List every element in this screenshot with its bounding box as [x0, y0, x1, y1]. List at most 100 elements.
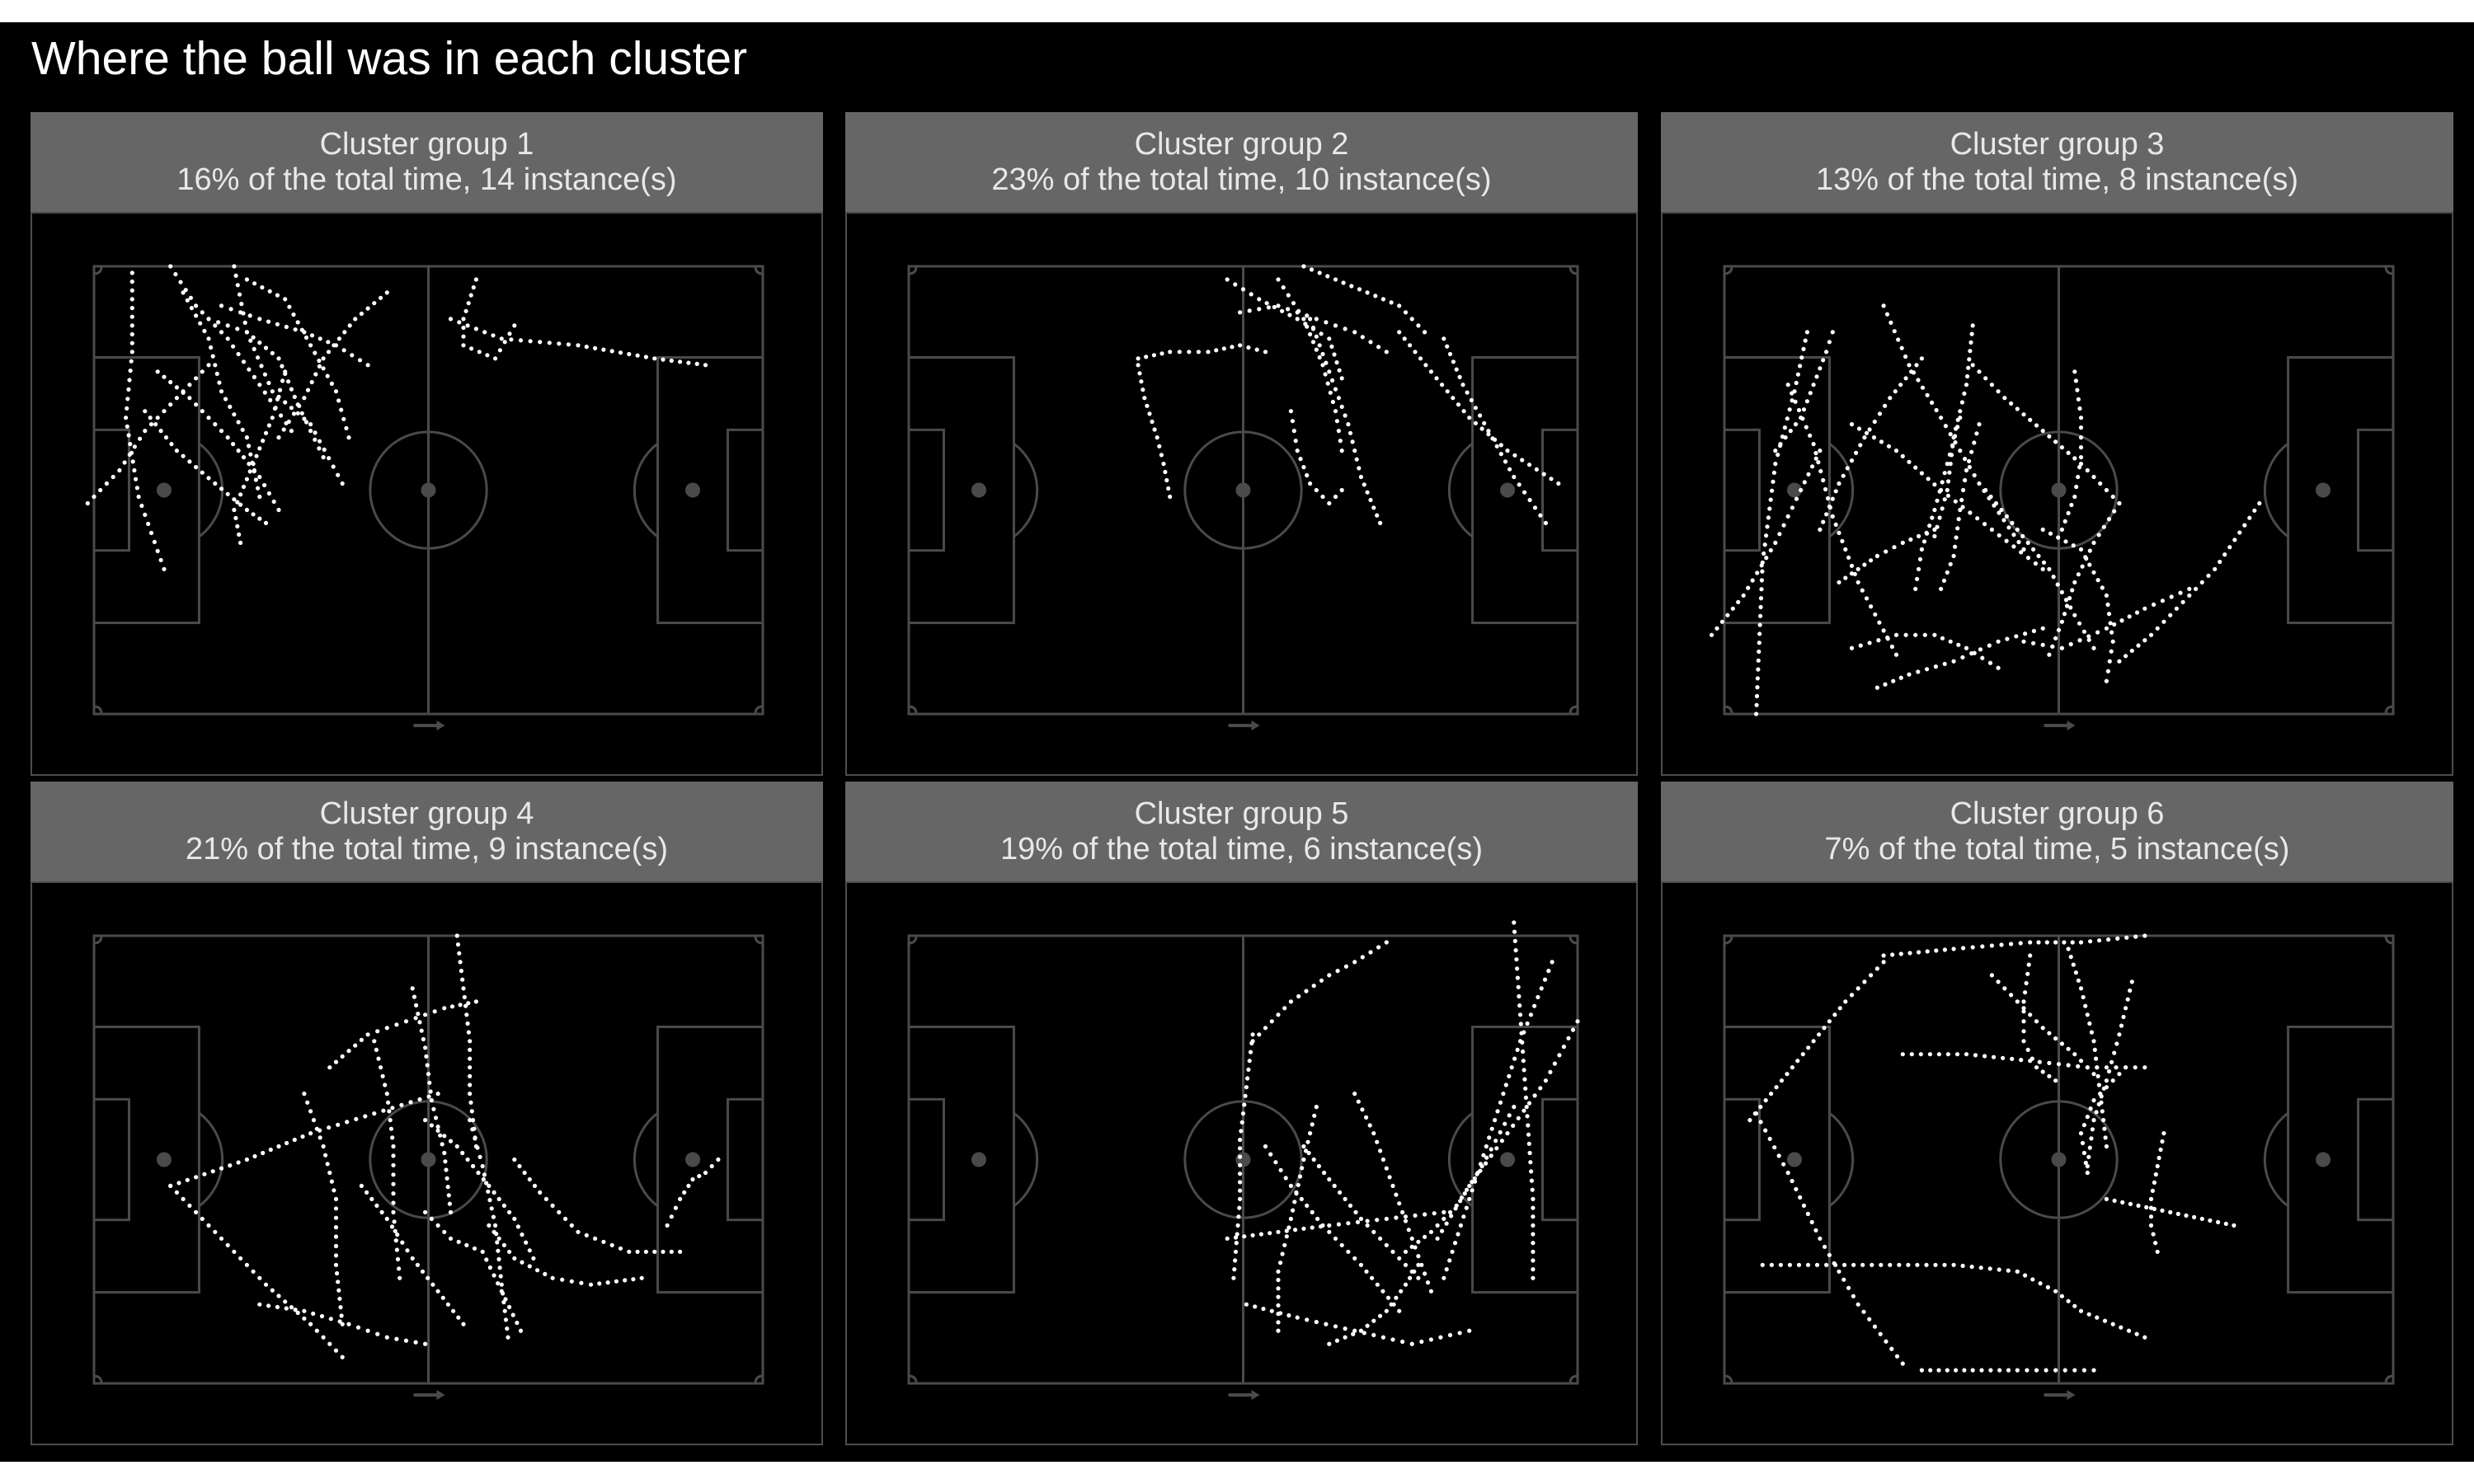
- ball-point: [1531, 1267, 1536, 1272]
- ball-point: [1804, 425, 1808, 430]
- ball-point: [2066, 946, 2071, 951]
- ball-point: [341, 348, 346, 353]
- ball-point: [280, 364, 285, 369]
- ball-point: [1916, 669, 1921, 674]
- ball-point: [1804, 330, 1809, 335]
- ball-point: [2071, 962, 2076, 967]
- ball-point: [321, 1335, 326, 1340]
- ball-point: [1375, 1218, 1380, 1223]
- ball-point: [1371, 1229, 1376, 1234]
- ball-path: [2104, 1196, 2236, 1228]
- ball-point: [1811, 383, 1816, 387]
- ball-point: [1964, 383, 1969, 387]
- ball-point: [268, 397, 273, 402]
- ball-point: [335, 1270, 340, 1276]
- ball-point: [2076, 978, 2081, 983]
- ball-point: [283, 400, 288, 405]
- ball-point: [1977, 481, 1982, 486]
- ball-point: [1333, 1324, 1338, 1329]
- ball-point: [266, 380, 271, 386]
- ball-point: [2129, 979, 2134, 984]
- ball-point: [387, 1109, 392, 1114]
- ball-point: [703, 1170, 708, 1176]
- ball-point: [427, 1080, 432, 1085]
- ball-point: [2106, 517, 2112, 522]
- pitch-chart-1: [85, 264, 764, 730]
- ball-point: [2153, 1172, 2158, 1177]
- ball-point: [2144, 1205, 2149, 1209]
- ball-point: [2053, 1078, 2058, 1083]
- ball-point: [1458, 1223, 1463, 1228]
- ball-point: [1824, 1262, 1829, 1267]
- ball-point: [1805, 1262, 1811, 1267]
- ball-point: [1348, 1203, 1353, 1208]
- ball-point: [1769, 1262, 1774, 1267]
- ball-path: [85, 363, 211, 506]
- ball-point: [1757, 649, 1761, 655]
- ball-point: [512, 1157, 517, 1162]
- ball-point: [2014, 634, 2019, 639]
- ball-point: [1526, 1132, 1531, 1137]
- ball-point: [276, 435, 281, 440]
- ball-point: [1399, 1289, 1404, 1294]
- ball-point: [652, 1249, 657, 1254]
- ball-point: [609, 1242, 614, 1247]
- ball-point: [469, 346, 474, 351]
- ball-point: [1261, 1306, 1266, 1312]
- ball-point: [2142, 933, 2147, 938]
- ball-point: [309, 333, 315, 338]
- ball-point: [1796, 1262, 1802, 1267]
- ball-point: [461, 986, 466, 991]
- goal-area-left: [92, 1097, 130, 1222]
- ball-point: [417, 1020, 422, 1025]
- ball-point: [1968, 340, 1973, 345]
- ball-point: [2006, 1368, 2011, 1373]
- ball-point: [1451, 396, 1456, 401]
- ball-point: [532, 1183, 538, 1188]
- ball-point: [1389, 300, 1394, 305]
- ball-point: [1756, 667, 1761, 672]
- ball-point: [1755, 676, 1760, 681]
- ball-point: [2161, 1131, 2166, 1136]
- ball-point: [2083, 1160, 2088, 1166]
- ball-point: [2091, 1039, 2096, 1044]
- ball-point: [276, 356, 281, 361]
- ball-point: [1168, 350, 1173, 355]
- ball-point: [287, 304, 292, 309]
- ball-point: [268, 1147, 273, 1153]
- ball-point: [2006, 1268, 2011, 1273]
- ball-point: [491, 333, 496, 338]
- ball-point: [1821, 358, 1826, 363]
- ball-point: [1136, 363, 1141, 368]
- ball-point: [289, 387, 294, 392]
- ball-point: [146, 521, 151, 526]
- ball-point: [1856, 986, 1860, 991]
- ball-point: [635, 1249, 640, 1254]
- ball-point: [2047, 1073, 2052, 1078]
- ball-point: [1919, 471, 1924, 476]
- ball-point: [1357, 287, 1362, 292]
- ball-point: [1355, 1219, 1361, 1224]
- ball-point: [1531, 1258, 1536, 1263]
- ball-point: [240, 427, 245, 432]
- ball-point: [1531, 1275, 1536, 1280]
- ball-point: [276, 1144, 281, 1149]
- ball-point: [2059, 1041, 2064, 1046]
- ball-point: [1862, 562, 1867, 567]
- ball-path: [1849, 632, 2001, 670]
- ball-point: [489, 1206, 494, 1211]
- ball-point: [1932, 507, 1937, 513]
- ball-point: [237, 532, 242, 537]
- ball-point: [2070, 588, 2075, 593]
- pitch-chart-6: [1723, 933, 2395, 1400]
- penalty-area-left: [907, 1026, 1015, 1294]
- goal-area-left: [1723, 428, 1761, 552]
- ball-point: [1360, 955, 1365, 960]
- ball-point: [1384, 1166, 1389, 1171]
- ball-point: [345, 1120, 350, 1125]
- ball-path: [423, 1118, 536, 1261]
- ball-point: [1827, 1252, 1832, 1257]
- ball-point: [2119, 618, 2124, 623]
- ball-point: [251, 335, 256, 340]
- ball-point: [1385, 1295, 1391, 1300]
